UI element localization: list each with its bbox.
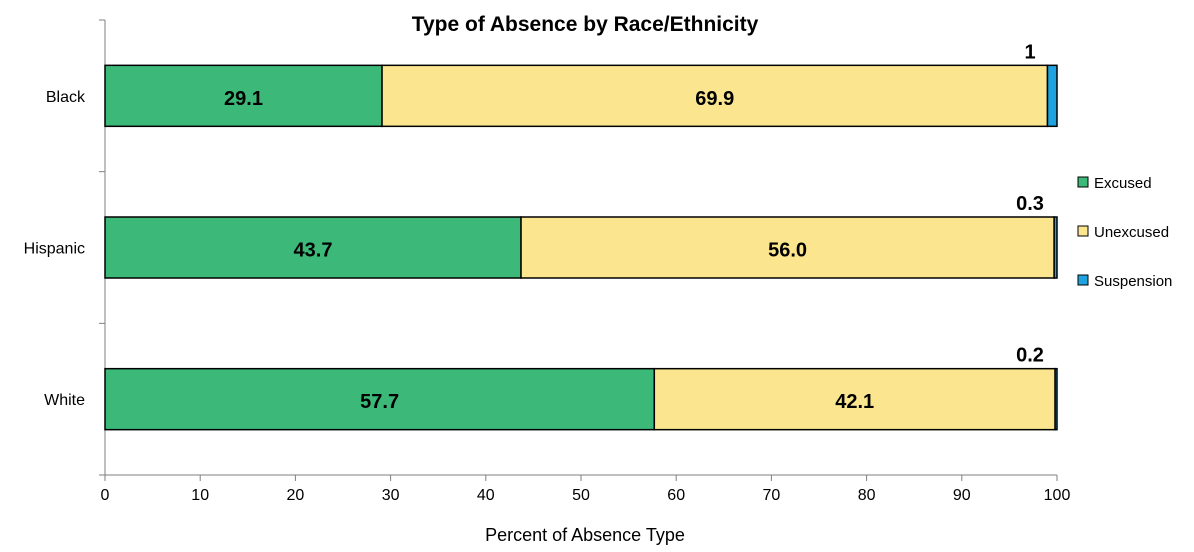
x-tick-label: 60 (667, 487, 685, 504)
data-label: 69.9 (695, 88, 734, 110)
legend-label-excused: Excused (1094, 175, 1152, 192)
data-label: 42.1 (835, 391, 874, 413)
data-label: 56.0 (768, 240, 807, 262)
bar-segment-suspension (1054, 367, 1058, 431)
x-tick-label: 10 (191, 487, 209, 504)
x-tick-label: 50 (572, 487, 590, 504)
legend-swatch-suspension (1077, 274, 1089, 286)
category-label: Hispanic (24, 241, 85, 258)
data-label: 1 (1024, 41, 1035, 63)
x-tick-label: 90 (953, 487, 971, 504)
x-tick-label: 20 (287, 487, 305, 504)
x-tick-label: 0 (101, 487, 110, 504)
category-label: Black (46, 89, 86, 106)
x-tick-label: 100 (1044, 487, 1071, 504)
x-tick-label: 40 (477, 487, 495, 504)
x-tick-label: 80 (858, 487, 876, 504)
legend-label-unexcused: Unexcused (1094, 224, 1169, 241)
data-label: 0.3 (1016, 193, 1044, 215)
bar-segment-unexcused (381, 64, 1049, 128)
bar-segment-suspension (1046, 64, 1058, 128)
category-label: White (44, 392, 85, 409)
legend-swatch-excused (1077, 176, 1089, 188)
x-tick-label: 30 (382, 487, 400, 504)
x-tick-label: 70 (763, 487, 781, 504)
x-axis-title: Percent of Absence Type (485, 525, 685, 545)
legend: Excused Unexcused Suspension (1077, 175, 1172, 290)
data-label: 0.2 (1016, 345, 1044, 367)
legend-swatch-unexcused (1077, 225, 1089, 237)
bar-segment-suspension (1053, 216, 1058, 279)
bar-segment-excused (104, 216, 522, 279)
chart-title: Type of Absence by Race/Ethnicity (412, 13, 759, 36)
bar-segment-excused (104, 64, 383, 128)
legend-label-suspension: Suspension (1094, 273, 1172, 290)
data-label: 29.1 (224, 88, 263, 110)
data-label: 43.7 (294, 240, 333, 262)
data-label: 57.7 (360, 391, 399, 413)
bar-segment-unexcused (653, 367, 1056, 431)
